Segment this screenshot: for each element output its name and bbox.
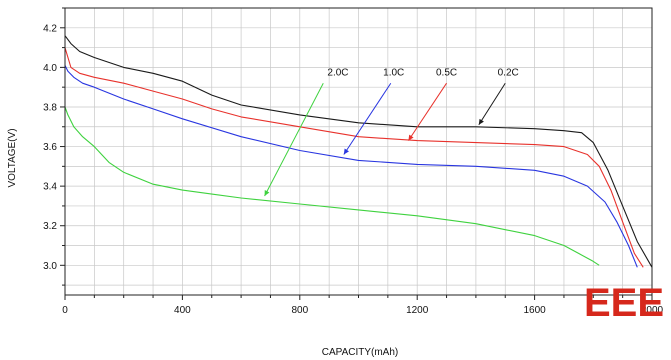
series-line-0_2C	[64, 35, 653, 268]
series-annotations: 2.0C 1.0C 0.5C 0.2C	[264, 67, 519, 197]
series-label-0_2C: 0.2C	[498, 67, 519, 78]
y-tick-label: 3.6	[43, 142, 57, 153]
annotation-arrowhead	[478, 118, 484, 125]
annotation-arrow	[343, 82, 392, 155]
y-tick-label: 3.0	[43, 261, 57, 272]
series-line-1_0C	[64, 65, 638, 268]
series-label-2_0C: 2.0C	[327, 67, 348, 78]
series-lines	[64, 35, 653, 268]
axis-ticks: 0 400 800 1200 1600 2000 3.0 3.2 3.4 3.6 3.8 4.0 4.2	[43, 7, 664, 316]
annotation-arrowhead	[343, 148, 349, 155]
y-tick-label: 3.2	[43, 221, 57, 232]
x-axis-title: CAPACITY(mAh)	[322, 347, 399, 358]
series-label-1_0C: 1.0C	[383, 67, 404, 78]
annotation-arrow	[264, 82, 324, 197]
y-tick-label: 4.2	[43, 23, 57, 34]
series-line-0_5C	[64, 47, 644, 268]
y-tick-label: 3.4	[43, 182, 57, 193]
y-axis-title: VOLTAGE(V)	[7, 128, 18, 187]
y-tick-label: 3.8	[43, 102, 57, 113]
x-tick-label: 400	[174, 305, 191, 316]
x-tick-label: 2000	[641, 305, 664, 316]
annotation-arrow	[478, 82, 506, 126]
plot-frame	[64, 7, 653, 296]
grid	[65, 8, 652, 295]
series-line-2_0C	[64, 106, 600, 266]
annotation-arrowhead	[264, 190, 270, 197]
annotation-arrow	[407, 82, 447, 141]
watermark-logo: EEE	[584, 281, 664, 325]
y-tick-label: 4.0	[43, 63, 57, 74]
annotation-arrowhead	[408, 134, 414, 141]
x-tick-label: 0	[62, 305, 68, 316]
x-tick-label: 1200	[406, 305, 429, 316]
x-tick-label: 1600	[523, 305, 546, 316]
series-label-0_5C: 0.5C	[436, 67, 457, 78]
x-tick-label: 800	[291, 305, 308, 316]
